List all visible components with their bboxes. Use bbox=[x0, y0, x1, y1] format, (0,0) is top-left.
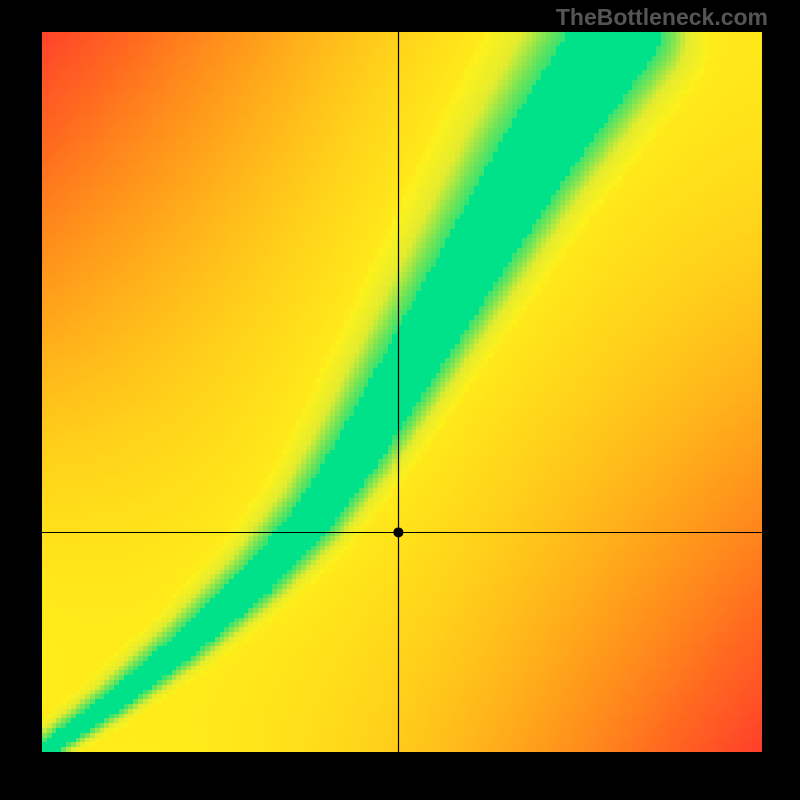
chart-container: TheBottleneck.com bbox=[0, 0, 800, 800]
heatmap-canvas bbox=[0, 0, 800, 800]
watermark-text: TheBottleneck.com bbox=[556, 4, 768, 31]
